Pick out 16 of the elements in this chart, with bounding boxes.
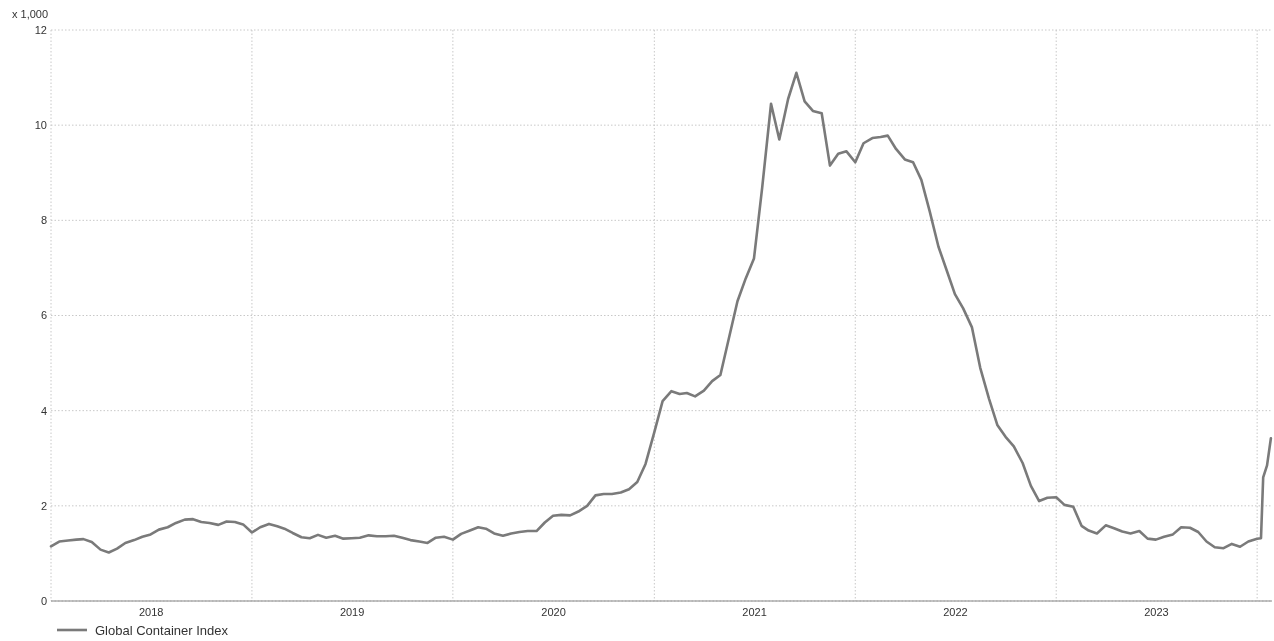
x-tick-label: 2019 xyxy=(339,606,365,618)
y-tick-label: 4 xyxy=(40,404,47,417)
y-tick-label: 0 xyxy=(40,594,47,607)
y-tick-label: 6 xyxy=(40,309,47,322)
x-tick-label: 2022 xyxy=(943,606,968,618)
y-axis-title: x 1,000 xyxy=(11,8,49,20)
x-tick-label: 2020 xyxy=(541,606,566,618)
line-series xyxy=(49,71,1273,554)
x-tick-label: 2023 xyxy=(1144,606,1169,618)
y-tick-label: 10 xyxy=(34,119,47,132)
x-tick-label: 2018 xyxy=(138,606,164,618)
x-tick-label: 2021 xyxy=(742,606,767,618)
y-tick-label: 12 xyxy=(34,23,47,36)
y-tick-label: 8 xyxy=(40,214,47,227)
y-tick-label: 2 xyxy=(40,499,47,512)
legend-label: Global Container Index xyxy=(95,622,229,638)
